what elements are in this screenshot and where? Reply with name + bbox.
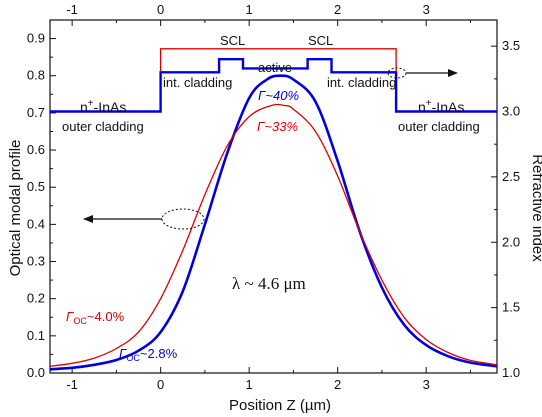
- left-axis-arrowhead: [83, 215, 93, 223]
- right-axis-arrowhead: [448, 69, 458, 77]
- scl-left-label: SCL: [220, 33, 245, 48]
- outer-cladding-left-label: outer cladding: [62, 119, 144, 134]
- y-tick-label-left: 0.8: [27, 68, 45, 83]
- x-tick-label-bottom: 1: [246, 377, 253, 392]
- y-tick-label-left: 0.4: [27, 216, 45, 231]
- gamma-blue-label: Γ~40%: [258, 88, 299, 103]
- ticks: -1 0 1 2 3 -1 0 1 2 3 0.0 0.1 0.2 0.3 0.4 0.5 0.6 0.7 0.8 0…: [27, 2, 520, 392]
- y-tick-label-right: 2.5: [502, 169, 520, 184]
- x-tick-label-top: 2: [334, 2, 341, 17]
- y-tick-label-right: 1.5: [502, 300, 520, 315]
- series-lines: [49, 48, 498, 371]
- outer-cladding-right-label: outer cladding: [398, 119, 480, 134]
- int-cladding-right-label: int. cladding: [327, 75, 396, 90]
- int-cladding-left-label: int. cladding: [163, 75, 232, 90]
- x-tick-label-top: 3: [423, 2, 430, 17]
- modal-profile-line-blue: [49, 74, 498, 371]
- modal-profile-line-red: [49, 103, 498, 367]
- y-tick-label-left: 0.0: [27, 365, 45, 380]
- x-tick-label-bottom: 2: [334, 377, 341, 392]
- y-axis-title-right: Refractive index: [529, 154, 542, 262]
- y-tick-label-right: 3.5: [502, 38, 520, 53]
- x-axis-title: Position Z (µm): [229, 397, 331, 414]
- y-tick-label-right: 1.0: [502, 365, 520, 380]
- left-curve-marker-ellipse: [161, 208, 205, 230]
- x-tick-label-top: -1: [66, 2, 78, 17]
- x-tick-label-bottom: 3: [423, 377, 430, 392]
- gamma-oc-blue-label: ΓOC~2.8%: [119, 346, 178, 363]
- y-tick-label-left: 0.2: [27, 291, 45, 306]
- plot-frame: [49, 19, 498, 374]
- gamma-red-label: Γ~33%: [257, 119, 298, 134]
- outer-cladding-left-material: n+-InAs: [80, 98, 126, 115]
- x-tick-label-top: 0: [157, 2, 164, 17]
- scl-right-label: SCL: [308, 33, 333, 48]
- y-tick-label-left: 0.3: [27, 254, 45, 269]
- y-tick-label-left: 0.7: [27, 105, 45, 120]
- x-tick-label-bottom: -1: [66, 377, 78, 392]
- x-tick-label-top: 1: [246, 2, 253, 17]
- y-tick-label-left: 0.5: [27, 179, 45, 194]
- refractive-index-line-red: [159, 48, 397, 73]
- y-tick-label-left: 0.6: [27, 142, 45, 157]
- gamma-oc-red-label: ΓOC~4.0%: [66, 309, 125, 326]
- x-tick-label-bottom: 0: [157, 377, 164, 392]
- refractive-index-line-blue: [50, 58, 497, 113]
- y-tick-label-left: 0.9: [27, 31, 45, 46]
- plot-area-border: [49, 19, 498, 374]
- wavelength-label: λ ~ 4.6 μm: [232, 274, 306, 293]
- active-label: active: [258, 60, 292, 75]
- y-tick-label-right: 2.0: [502, 234, 520, 249]
- y-axis-title-left: Optical modal profile: [7, 140, 24, 277]
- outer-cladding-right-material: n+-InAs: [418, 98, 464, 115]
- y-tick-label-right: 3.0: [502, 104, 520, 119]
- y-tick-label-left: 0.1: [27, 328, 45, 343]
